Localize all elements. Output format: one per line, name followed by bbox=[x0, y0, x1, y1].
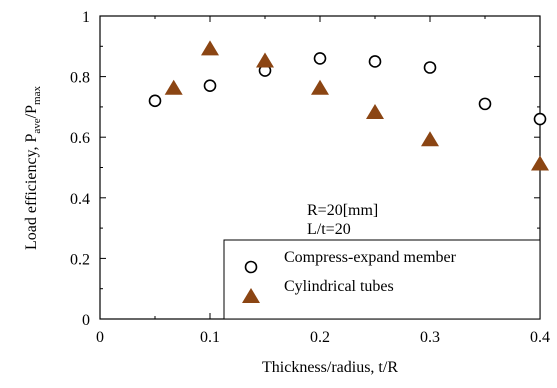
legend-box bbox=[223, 239, 541, 320]
legend-label-compress-expand: Compress-expand member bbox=[284, 249, 457, 266]
x-tick-label: 0.3 bbox=[420, 329, 440, 346]
annotation-radius: R=20[mm] bbox=[307, 202, 378, 219]
data-point-compress-expand bbox=[423, 61, 437, 74]
legend-marker-circle bbox=[244, 260, 258, 274]
data-point-cylindrical bbox=[201, 40, 219, 56]
data-point-compress-expand bbox=[313, 52, 327, 65]
y-tick-label: 0.4 bbox=[70, 191, 90, 208]
x-axis-label: Thickness/radius, t/R bbox=[262, 359, 398, 376]
x-tick-label: 0.2 bbox=[310, 329, 330, 346]
data-point-compress-expand bbox=[203, 79, 217, 92]
data-point-cylindrical bbox=[164, 79, 183, 95]
x-tick-label: 0.1 bbox=[200, 329, 220, 346]
data-point-compress-expand bbox=[478, 97, 492, 111]
y-axis-label: Load efficiency, Pave/Pmax bbox=[23, 86, 43, 250]
y-tick-label: 1 bbox=[82, 9, 90, 26]
y-tick-label: 0.8 bbox=[70, 70, 90, 87]
y-axis-label-sub1: ave bbox=[31, 118, 43, 133]
data-point-cylindrical bbox=[531, 155, 549, 171]
x-tick-label: 0 bbox=[96, 329, 104, 346]
annotation-block: R=20[mm] L/t=20 bbox=[307, 202, 378, 238]
tick-labels: 0 0.1 0.2 0.3 0.4 0 0.2 0.4 0.6 0.8 1 bbox=[70, 9, 550, 346]
y-axis-label-sub2: max bbox=[31, 86, 43, 105]
data-point-cylindrical bbox=[256, 52, 274, 68]
legend-label-cylindrical: Cylindrical tubes bbox=[284, 278, 394, 295]
legend-marker-triangle bbox=[242, 288, 260, 303]
y-axis-label-prefix: Load efficiency, P bbox=[23, 133, 40, 250]
data-point-cylindrical bbox=[311, 79, 329, 95]
y-axis-label-slash: /P bbox=[23, 105, 40, 118]
data-point-compress-expand bbox=[368, 55, 382, 68]
legend: Compress-expand member Cylindrical tubes bbox=[223, 239, 541, 320]
annotation-length-ratio: L/t=20 bbox=[307, 221, 351, 238]
y-tick-label: 0 bbox=[82, 312, 90, 329]
data-point-cylindrical bbox=[366, 103, 384, 119]
data-point-compress-expand bbox=[148, 94, 162, 108]
x-tick-label: 0.4 bbox=[530, 329, 550, 346]
y-tick-label: 0.2 bbox=[70, 251, 90, 268]
data-point-cylindrical bbox=[421, 131, 439, 147]
data-points bbox=[148, 40, 549, 171]
data-point-compress-expand bbox=[533, 112, 547, 126]
y-tick-label: 0.6 bbox=[70, 130, 90, 147]
